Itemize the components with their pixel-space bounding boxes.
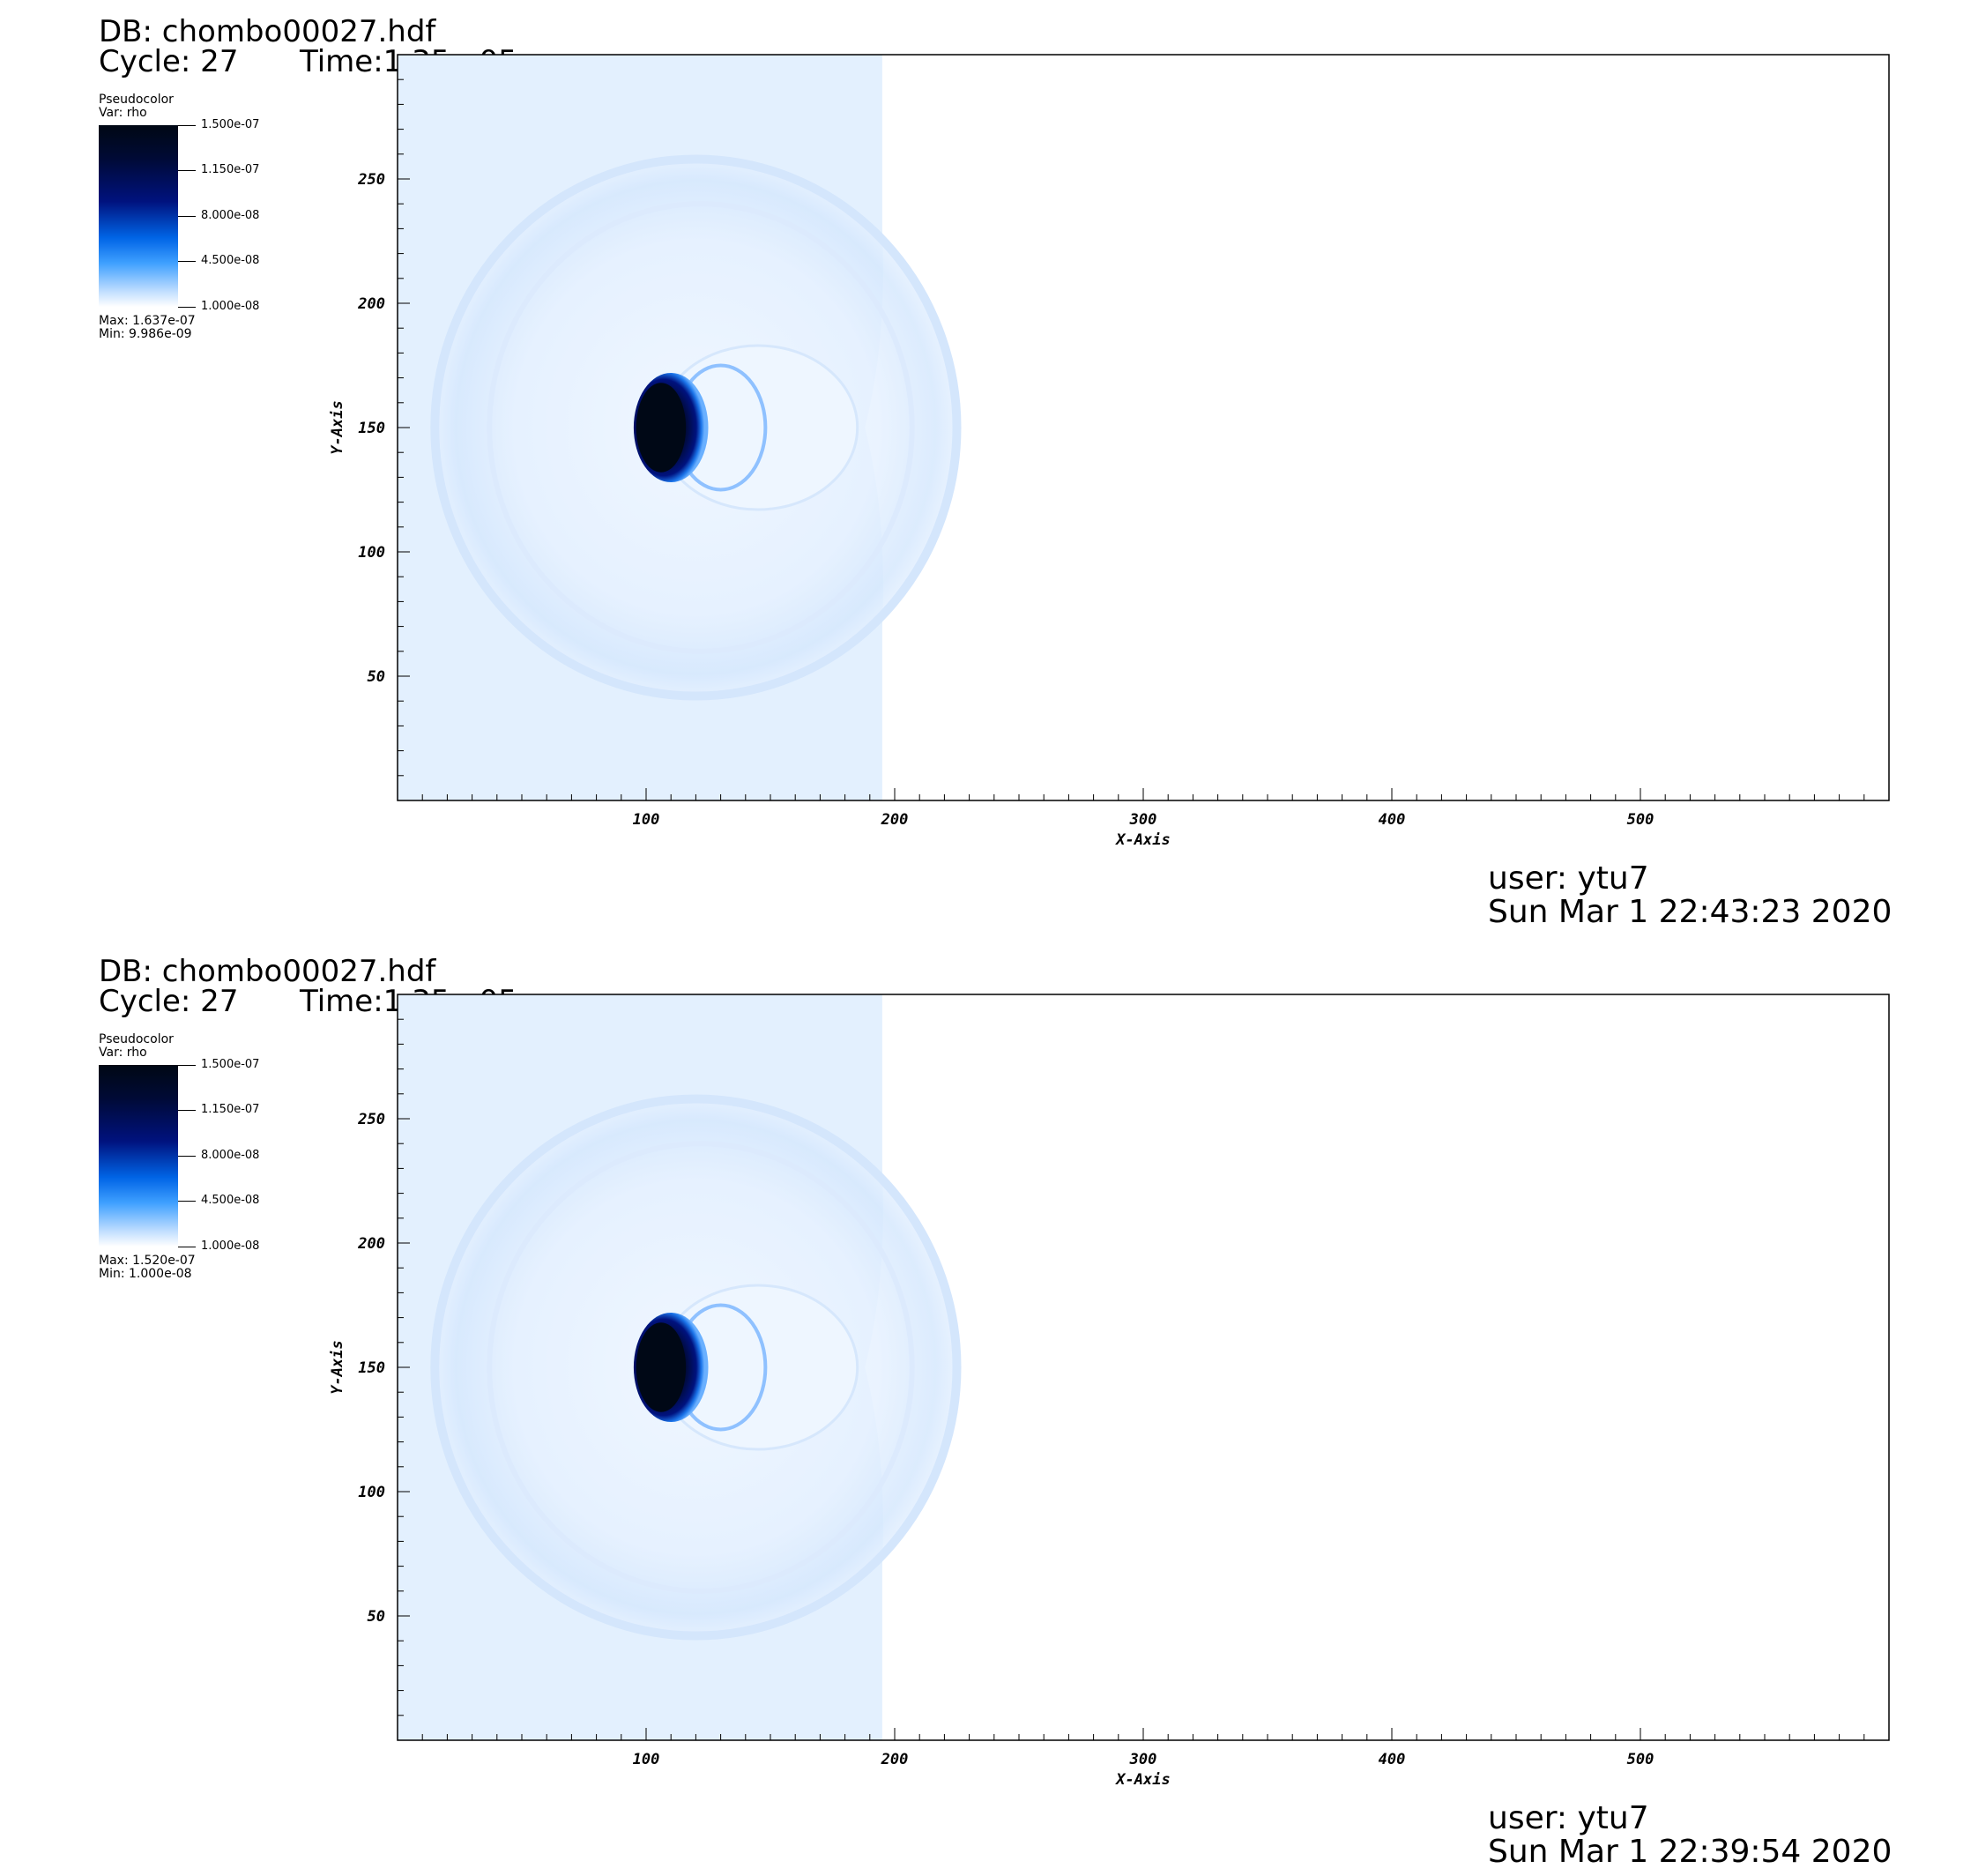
y-tick-label: 200 bbox=[357, 295, 385, 313]
shell-front bbox=[430, 1094, 962, 1641]
colorbar-tick bbox=[178, 1110, 196, 1111]
colorbar-tick bbox=[178, 125, 196, 126]
density-field bbox=[398, 994, 962, 1740]
date-label: Sun Mar 1 22:39:54 2020 bbox=[1488, 1834, 1892, 1870]
colorbar-label: 8.000e-08 bbox=[201, 1149, 260, 1162]
plot-area: 100 200 300 400 500 50 100 150 200 250 X-Axis Y-Axi… bbox=[329, 54, 1890, 849]
x-tick-label: 400 bbox=[1379, 1751, 1406, 1768]
y-tick-label: 100 bbox=[358, 544, 385, 562]
y-tick-label: 100 bbox=[358, 1484, 385, 1501]
x-axis-label: X-Axis bbox=[1114, 1771, 1170, 1789]
plot-window-2: DB: chombo00027.hdf Cycle: 27 Time:1.35e… bbox=[0, 940, 1978, 1876]
x-tick-label: 500 bbox=[1627, 1751, 1655, 1768]
colorbar-tick bbox=[178, 1065, 196, 1066]
x-tick-label: 400 bbox=[1379, 811, 1406, 829]
legend-max: Max: 1.637e-07 bbox=[99, 314, 196, 328]
x-tick-label: 100 bbox=[633, 1751, 660, 1768]
legend-min: Min: 1.000e-08 bbox=[99, 1267, 192, 1281]
inner-shell bbox=[487, 1141, 915, 1594]
legend-variable: Var: rho bbox=[99, 1046, 147, 1060]
blob-core bbox=[636, 1322, 687, 1412]
x-tick-label: 300 bbox=[1129, 1751, 1157, 1768]
y-tick-label: 50 bbox=[368, 668, 385, 686]
colorbar-label: 1.000e-08 bbox=[201, 1240, 260, 1253]
blob-core bbox=[636, 383, 687, 473]
plot-window-1: DB: chombo00027.hdf Cycle: 27 Time:1.35e… bbox=[0, 0, 1978, 936]
cycle-label: Cycle: 27 bbox=[99, 984, 239, 1019]
y-axis-label: Y-Axis bbox=[329, 400, 346, 454]
colorbar-label: 8.000e-08 bbox=[201, 209, 260, 222]
user-label: user: ytu7 bbox=[1488, 860, 1649, 897]
x-tick-label: 500 bbox=[1627, 811, 1655, 829]
colorbar-tick bbox=[178, 1156, 196, 1157]
legend-variable: Var: rho bbox=[99, 106, 147, 120]
legend-plot-type: Pseudocolor bbox=[99, 93, 174, 107]
user-label: user: ytu7 bbox=[1488, 1800, 1649, 1836]
database-label: DB: chombo00027.hdf bbox=[99, 14, 436, 49]
legend-max: Max: 1.520e-07 bbox=[99, 1254, 196, 1268]
colorbar-label: 1.500e-07 bbox=[201, 1058, 260, 1071]
y-tick-label: 250 bbox=[357, 1111, 385, 1128]
x-tick-label: 100 bbox=[633, 811, 660, 829]
y-tick-label: 150 bbox=[358, 1359, 385, 1377]
colorbar-label: 4.500e-08 bbox=[201, 1194, 260, 1207]
x-tick-label: 300 bbox=[1129, 811, 1157, 829]
colorbar-tick bbox=[178, 261, 196, 262]
colorbar-label: 1.150e-07 bbox=[201, 163, 260, 176]
date-label: Sun Mar 1 22:43:23 2020 bbox=[1488, 894, 1892, 930]
y-tick-label: 250 bbox=[357, 171, 385, 189]
x-tick-label: 200 bbox=[881, 811, 909, 829]
y-tick-label: 150 bbox=[358, 420, 385, 437]
colorbar-label: 4.500e-08 bbox=[201, 254, 260, 267]
shell-front bbox=[430, 154, 962, 701]
y-axis-label: Y-Axis bbox=[329, 1340, 346, 1394]
colorbar-tick bbox=[178, 307, 196, 308]
database-label: DB: chombo00027.hdf bbox=[99, 954, 436, 989]
colorbar bbox=[99, 125, 178, 307]
colorbar-tick bbox=[178, 1201, 196, 1202]
legend-plot-type: Pseudocolor bbox=[99, 1032, 174, 1046]
y-tick-label: 50 bbox=[368, 1608, 385, 1626]
colorbar bbox=[99, 1065, 178, 1247]
inner-shell bbox=[487, 201, 915, 654]
colorbar-tick bbox=[178, 216, 196, 217]
density-field bbox=[398, 55, 962, 800]
legend-min: Min: 9.986e-09 bbox=[99, 327, 192, 341]
plot-area: 100 200 300 400 500 50 100 150 200 250 X-Axis Y-Axi… bbox=[329, 994, 1890, 1789]
colorbar-tick bbox=[178, 170, 196, 171]
colorbar-label: 1.150e-07 bbox=[201, 1103, 260, 1116]
x-axis-label: X-Axis bbox=[1114, 831, 1170, 849]
x-tick-label: 200 bbox=[881, 1751, 909, 1768]
y-tick-label: 200 bbox=[357, 1235, 385, 1253]
colorbar-label: 1.500e-07 bbox=[201, 118, 260, 131]
colorbar-label: 1.000e-08 bbox=[201, 300, 260, 313]
cycle-label: Cycle: 27 bbox=[99, 44, 239, 79]
